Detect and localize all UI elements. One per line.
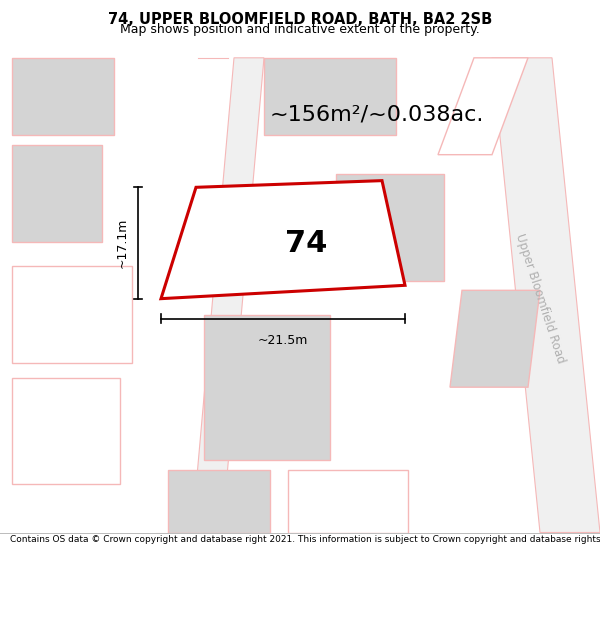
- Polygon shape: [12, 378, 120, 484]
- Polygon shape: [12, 58, 114, 136]
- Polygon shape: [336, 174, 444, 281]
- Polygon shape: [492, 58, 600, 532]
- Text: ~156m²/~0.038ac.: ~156m²/~0.038ac.: [270, 105, 484, 125]
- Polygon shape: [192, 58, 264, 532]
- Polygon shape: [450, 290, 540, 387]
- Text: 74: 74: [285, 229, 327, 258]
- Polygon shape: [264, 58, 396, 136]
- Text: Map shows position and indicative extent of the property.: Map shows position and indicative extent…: [120, 23, 480, 36]
- Polygon shape: [288, 469, 408, 532]
- Text: Upper Bloomfield Road: Upper Bloomfield Road: [513, 232, 567, 365]
- Text: Contains OS data © Crown copyright and database right 2021. This information is : Contains OS data © Crown copyright and d…: [10, 535, 600, 544]
- Polygon shape: [12, 145, 102, 242]
- Polygon shape: [12, 266, 132, 363]
- Polygon shape: [161, 181, 405, 299]
- Polygon shape: [168, 469, 270, 532]
- Text: ~21.5m: ~21.5m: [258, 334, 308, 348]
- Polygon shape: [438, 58, 528, 154]
- Text: 74, UPPER BLOOMFIELD ROAD, BATH, BA2 2SB: 74, UPPER BLOOMFIELD ROAD, BATH, BA2 2SB: [108, 12, 492, 27]
- Text: ~17.1m: ~17.1m: [115, 217, 128, 268]
- Polygon shape: [204, 314, 330, 460]
